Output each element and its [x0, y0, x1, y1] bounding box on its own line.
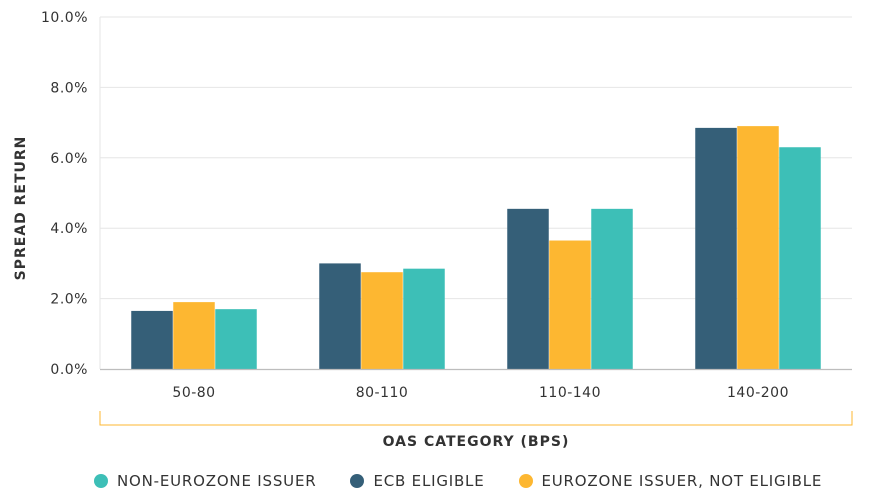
bar — [779, 147, 821, 369]
x-axis-bracket — [99, 411, 853, 426]
bar — [173, 302, 215, 369]
x-tick-label: 50-80 — [172, 385, 215, 401]
bar — [695, 127, 737, 369]
y-tick-label: 6.0% — [50, 151, 88, 167]
legend-label: ECB ELIGIBLE — [373, 472, 485, 490]
bar — [549, 240, 591, 369]
y-tick-label: 4.0% — [50, 221, 88, 237]
y-tick-label: 2.0% — [50, 292, 88, 308]
x-tick-label: 140-200 — [727, 385, 789, 401]
y-tick-label: 10.0% — [41, 10, 88, 26]
y-tick-label: 0.0% — [50, 362, 88, 378]
bar — [737, 126, 779, 370]
legend-item: ECB ELIGIBLE — [350, 472, 484, 490]
x-tick-label: 110-140 — [539, 385, 601, 401]
bar — [319, 263, 361, 369]
legend-item: EUROZONE ISSUER, NOT ELIGIBLE — [518, 472, 823, 490]
legend: NON-EUROZONE ISSUER ECB ELIGIBLE EUROZONE … — [94, 470, 822, 492]
x-axis-title: OAS CATEGORY (BPS) — [383, 434, 570, 450]
legend-swatch — [350, 474, 365, 488]
legend-label: EUROZONE ISSUER, NOT ELIGIBLE — [541, 472, 823, 490]
bar — [361, 272, 403, 369]
tick-labels: 0.0% 2.0% 4.0% 6.0% 8.0% 10.0% 50-80 80-110 110-… — [41, 10, 789, 401]
bar — [507, 208, 549, 369]
legend-label: NON-EUROZONE ISSUER — [117, 472, 317, 490]
bar — [131, 310, 173, 369]
x-tick-label: 80-110 — [356, 385, 409, 401]
legend-item: NON-EUROZONE ISSUER — [94, 472, 316, 490]
bar — [591, 208, 633, 369]
bars — [131, 126, 821, 370]
bar — [403, 268, 445, 369]
legend-swatch — [518, 474, 533, 488]
legend-swatch — [94, 474, 108, 488]
bar — [215, 309, 257, 369]
y-tick-label: 8.0% — [50, 80, 88, 96]
y-axis-title: SPREAD RETURN — [13, 136, 29, 281]
